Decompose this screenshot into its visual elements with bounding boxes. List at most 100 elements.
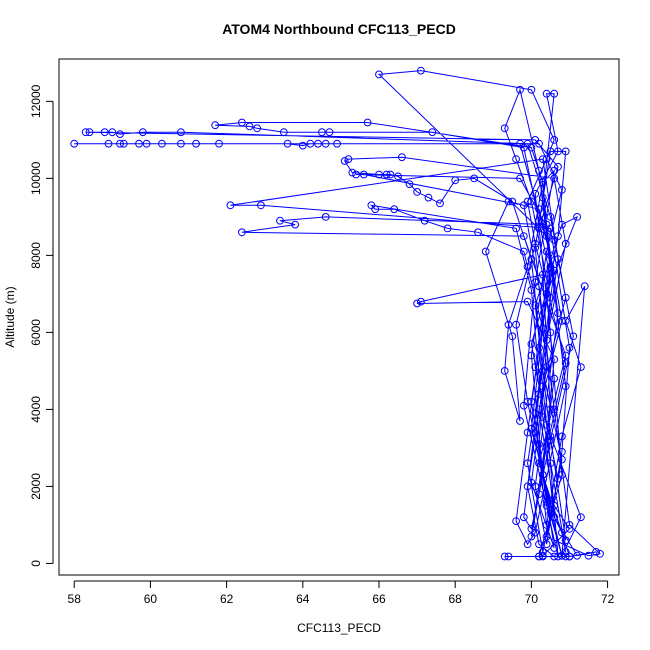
data-point xyxy=(546,405,555,414)
data-point xyxy=(211,121,220,130)
data-point xyxy=(527,340,536,348)
data-point xyxy=(177,139,185,148)
data-point xyxy=(561,552,570,561)
data-point xyxy=(321,139,330,148)
data-point xyxy=(470,174,479,183)
data-point xyxy=(135,139,143,148)
data-point xyxy=(538,324,547,333)
data-point xyxy=(550,136,559,144)
data-point xyxy=(538,548,547,556)
data-point xyxy=(519,247,528,256)
data-point xyxy=(542,497,551,506)
data-point xyxy=(527,286,536,294)
data-point xyxy=(504,320,513,329)
data-point xyxy=(538,471,547,479)
data-point xyxy=(569,332,578,341)
data-point xyxy=(523,139,532,148)
data-point xyxy=(138,128,147,137)
data-point xyxy=(306,139,315,148)
data-point xyxy=(558,528,566,537)
x-axis: 58 60 62 64 66 68 70 72 xyxy=(68,580,615,606)
data-point xyxy=(550,501,559,510)
data-point xyxy=(561,351,570,360)
data-point xyxy=(531,278,540,287)
data-point xyxy=(527,524,536,533)
y-axis: 0 2000 4000 6000 8000 10000 12000 xyxy=(29,84,54,567)
data-point xyxy=(527,255,536,264)
data-point xyxy=(291,220,300,229)
data-point xyxy=(424,193,433,202)
data-point xyxy=(523,459,532,468)
series-layer xyxy=(70,66,604,561)
data-point xyxy=(558,186,566,194)
data-point xyxy=(527,197,536,206)
data-point xyxy=(371,205,380,214)
data-point xyxy=(245,122,254,131)
data-point xyxy=(542,220,551,229)
data-point xyxy=(538,178,547,187)
x-tick-label: 64 xyxy=(296,592,310,606)
data-point xyxy=(596,549,604,558)
data-point xyxy=(116,130,124,139)
y-axis-label: Altitude (m) xyxy=(3,286,17,347)
data-point xyxy=(177,128,185,137)
data-point xyxy=(382,170,391,179)
data-point xyxy=(238,118,246,127)
data-point xyxy=(390,205,399,214)
data-point xyxy=(558,432,566,441)
data-point xyxy=(558,220,566,229)
data-point xyxy=(314,139,322,148)
data-point xyxy=(340,157,349,165)
data-point xyxy=(375,170,383,179)
data-point xyxy=(375,70,383,79)
data-point xyxy=(565,552,574,561)
x-tick-label: 72 xyxy=(601,592,615,606)
data-point xyxy=(550,355,559,364)
data-point xyxy=(535,224,543,233)
data-point xyxy=(554,309,562,318)
data-point xyxy=(565,524,574,533)
data-point xyxy=(428,128,437,137)
data-point xyxy=(584,551,593,560)
data-point xyxy=(100,128,109,137)
data-point xyxy=(527,351,536,360)
data-point xyxy=(542,155,551,164)
data-point xyxy=(546,459,555,468)
x-tick-label: 70 xyxy=(525,592,539,606)
data-point xyxy=(550,513,559,522)
data-point xyxy=(474,228,482,237)
data-point xyxy=(531,301,540,310)
data-point xyxy=(516,174,524,183)
data-point xyxy=(413,188,422,196)
data-point xyxy=(527,424,536,433)
data-point xyxy=(546,266,555,275)
data-point xyxy=(344,155,353,164)
data-point xyxy=(550,89,559,98)
data-point xyxy=(352,170,361,179)
data-point xyxy=(550,174,559,183)
data-point xyxy=(558,551,566,560)
data-point xyxy=(542,420,551,429)
data-point xyxy=(527,478,536,487)
data-point xyxy=(542,540,551,549)
data-point xyxy=(561,317,570,325)
data-point xyxy=(565,343,574,352)
data-point xyxy=(451,176,460,185)
data-point xyxy=(535,490,543,499)
data-point xyxy=(550,544,559,552)
data-point xyxy=(386,170,395,179)
data-point xyxy=(405,180,414,189)
x-axis-label: CFC113_PECD xyxy=(297,621,381,635)
data-point xyxy=(546,432,555,441)
data-point xyxy=(542,363,551,372)
data-point xyxy=(531,189,540,198)
data-point xyxy=(85,128,94,137)
data-point xyxy=(542,532,551,541)
data-point xyxy=(542,501,551,510)
data-point xyxy=(436,199,444,208)
data-point xyxy=(500,124,509,133)
data-point xyxy=(565,521,574,529)
data-point xyxy=(359,170,368,179)
data-point xyxy=(558,317,566,325)
data-point xyxy=(542,521,551,529)
